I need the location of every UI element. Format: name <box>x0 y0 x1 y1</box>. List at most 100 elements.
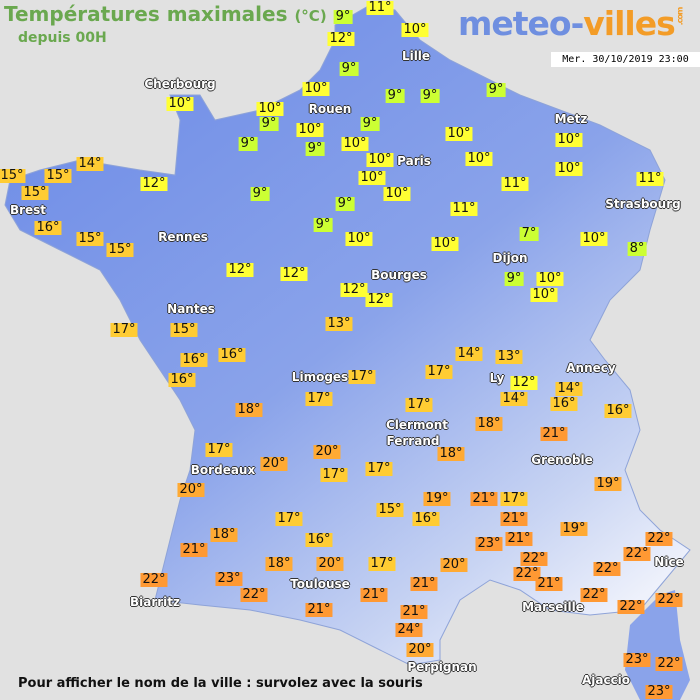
temperature-marker[interactable]: 10° <box>536 271 564 286</box>
temperature-marker[interactable]: 11° <box>366 0 394 15</box>
temperature-marker[interactable]: 15° <box>44 168 72 183</box>
temperature-marker[interactable]: 22° <box>580 587 608 602</box>
temperature-marker[interactable]: 10° <box>580 231 608 246</box>
temperature-marker[interactable]: 16° <box>34 220 62 235</box>
temperature-marker[interactable]: 14° <box>76 156 104 171</box>
temperature-marker[interactable]: 14° <box>555 381 583 396</box>
temperature-marker[interactable]: 17° <box>405 397 433 412</box>
temperature-marker[interactable]: 18° <box>437 446 465 461</box>
temperature-marker[interactable]: 11° <box>450 201 478 216</box>
temperature-marker[interactable]: 18° <box>210 527 238 542</box>
temperature-marker[interactable]: 22° <box>655 656 683 671</box>
temperature-marker[interactable]: 22° <box>140 572 168 587</box>
temperature-marker[interactable]: 19° <box>423 491 451 506</box>
temperature-marker[interactable]: 10° <box>431 236 459 251</box>
temperature-marker[interactable]: 10° <box>383 186 411 201</box>
temperature-marker[interactable]: 20° <box>440 557 468 572</box>
temperature-marker[interactable]: 12° <box>365 292 393 307</box>
temperature-marker[interactable]: 9° <box>305 141 325 156</box>
temperature-marker[interactable]: 15° <box>21 185 49 200</box>
temperature-marker[interactable]: 14° <box>455 346 483 361</box>
temperature-marker[interactable]: 9° <box>333 9 353 24</box>
temperature-marker[interactable]: 23° <box>623 652 651 667</box>
temperature-marker[interactable]: 10° <box>366 152 394 167</box>
temperature-marker[interactable]: 9° <box>504 271 524 286</box>
temperature-marker[interactable]: 9° <box>385 88 405 103</box>
temperature-marker[interactable]: 11° <box>636 171 664 186</box>
temperature-marker[interactable]: 22° <box>645 531 673 546</box>
temperature-marker[interactable]: 10° <box>358 170 386 185</box>
temperature-marker[interactable]: 16° <box>180 352 208 367</box>
temperature-marker[interactable]: 17° <box>425 364 453 379</box>
temperature-marker[interactable]: 20° <box>260 456 288 471</box>
temperature-marker[interactable]: 22° <box>655 592 683 607</box>
temperature-marker[interactable]: 13° <box>495 349 523 364</box>
temperature-marker[interactable]: 10° <box>465 151 493 166</box>
temperature-marker[interactable]: 21° <box>505 531 533 546</box>
temperature-marker[interactable]: 9° <box>238 136 258 151</box>
temperature-marker[interactable]: 9° <box>259 116 279 131</box>
temperature-marker[interactable]: 16° <box>168 372 196 387</box>
temperature-marker[interactable]: 19° <box>594 476 622 491</box>
temperature-marker[interactable]: 11° <box>501 176 529 191</box>
temperature-marker[interactable]: 21° <box>410 576 438 591</box>
temperature-marker[interactable]: 21° <box>540 426 568 441</box>
temperature-marker[interactable]: 9° <box>360 116 380 131</box>
temperature-marker[interactable]: 10° <box>345 231 373 246</box>
temperature-marker[interactable]: 17° <box>205 442 233 457</box>
temperature-marker[interactable]: 17° <box>368 556 396 571</box>
temperature-marker[interactable]: 10° <box>555 161 583 176</box>
temperature-marker[interactable]: 9° <box>313 217 333 232</box>
temperature-marker[interactable]: 9° <box>250 186 270 201</box>
temperature-marker[interactable]: 22° <box>520 551 548 566</box>
temperature-marker[interactable]: 21° <box>180 542 208 557</box>
temperature-marker[interactable]: 12° <box>280 266 308 281</box>
temperature-marker[interactable]: 12° <box>510 375 538 390</box>
temperature-marker[interactable]: 21° <box>535 576 563 591</box>
temperature-marker[interactable]: 17° <box>365 461 393 476</box>
temperature-marker[interactable]: 16° <box>412 511 440 526</box>
temperature-marker[interactable]: 10° <box>256 101 284 116</box>
temperature-marker[interactable]: 9° <box>339 61 359 76</box>
temperature-marker[interactable]: 12° <box>327 31 355 46</box>
logo[interactable]: meteo-villes .com <box>458 4 684 43</box>
temperature-marker[interactable]: 23° <box>645 684 673 699</box>
temperature-marker[interactable]: 16° <box>550 396 578 411</box>
temperature-marker[interactable]: 21° <box>500 511 528 526</box>
temperature-marker[interactable]: 8° <box>627 241 647 256</box>
temperature-marker[interactable]: 13° <box>325 316 353 331</box>
temperature-marker[interactable]: 18° <box>265 556 293 571</box>
temperature-marker[interactable]: 9° <box>486 82 506 97</box>
temperature-marker[interactable]: 15° <box>170 322 198 337</box>
temperature-marker[interactable]: 18° <box>235 402 263 417</box>
temperature-marker[interactable]: 15° <box>106 242 134 257</box>
temperature-marker[interactable]: 22° <box>617 599 645 614</box>
temperature-marker[interactable]: 15° <box>0 168 26 183</box>
temperature-marker[interactable]: 10° <box>401 22 429 37</box>
temperature-marker[interactable]: 17° <box>500 491 528 506</box>
temperature-marker[interactable]: 14° <box>500 391 528 406</box>
temperature-marker[interactable]: 16° <box>604 403 632 418</box>
temperature-marker[interactable]: 12° <box>340 282 368 297</box>
temperature-marker[interactable]: 16° <box>218 347 246 362</box>
temperature-marker[interactable]: 12° <box>140 176 168 191</box>
temperature-marker[interactable]: 21° <box>305 602 333 617</box>
temperature-marker[interactable]: 22° <box>593 561 621 576</box>
temperature-marker[interactable]: 17° <box>348 369 376 384</box>
temperature-marker[interactable]: 17° <box>275 511 303 526</box>
temperature-marker[interactable]: 18° <box>475 416 503 431</box>
temperature-marker[interactable]: 22° <box>623 546 651 561</box>
temperature-marker[interactable]: 21° <box>400 604 428 619</box>
temperature-marker[interactable]: 17° <box>110 322 138 337</box>
temperature-marker[interactable]: 7° <box>519 226 539 241</box>
temperature-marker[interactable]: 20° <box>316 556 344 571</box>
temperature-marker[interactable]: 10° <box>530 287 558 302</box>
temperature-marker[interactable]: 10° <box>166 96 194 111</box>
temperature-marker[interactable]: 23° <box>215 571 243 586</box>
temperature-marker[interactable]: 20° <box>177 482 205 497</box>
temperature-marker[interactable]: 10° <box>302 81 330 96</box>
temperature-marker[interactable]: 17° <box>305 391 333 406</box>
temperature-marker[interactable]: 21° <box>470 491 498 506</box>
temperature-marker[interactable]: 10° <box>341 136 369 151</box>
temperature-marker[interactable]: 21° <box>360 587 388 602</box>
